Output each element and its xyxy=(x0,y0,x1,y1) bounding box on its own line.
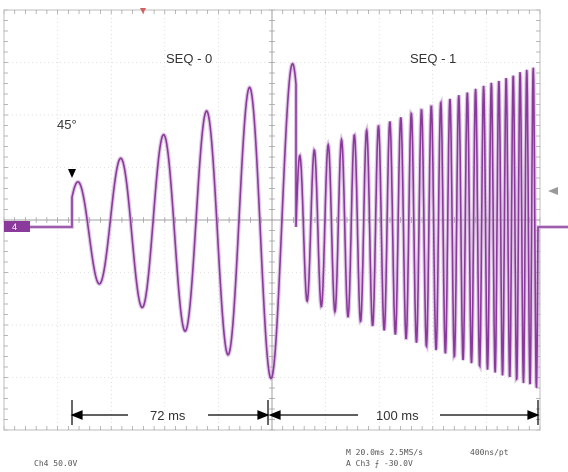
phase-label: 45° xyxy=(57,117,77,132)
record-length-readout: 400ns/pt xyxy=(470,448,509,457)
interval-0-label: 72 ms xyxy=(150,408,186,423)
seq-0-label: SEQ - 0 xyxy=(166,51,212,66)
trigger-readout: A Ch3 ⨍ -30.0V xyxy=(346,459,413,468)
trigger-position-icon xyxy=(140,8,146,14)
timebase-readout: M 20.0ms 2.5MS/s xyxy=(346,448,423,457)
ground-marker-icon[interactable] xyxy=(4,221,30,232)
trigger-arrow-icon xyxy=(68,169,76,178)
interval-0-dimension xyxy=(70,400,270,425)
seq-1-label: SEQ - 1 xyxy=(410,51,456,66)
waveform-trace xyxy=(8,61,568,388)
trigger-level-icon[interactable] xyxy=(548,187,558,195)
channel-scale-readout: Ch4 50.0V xyxy=(34,459,78,468)
interval-1-dimension xyxy=(268,400,540,425)
ground-marker-label: 4 xyxy=(12,222,17,232)
interval-1-label: 100 ms xyxy=(376,408,419,423)
